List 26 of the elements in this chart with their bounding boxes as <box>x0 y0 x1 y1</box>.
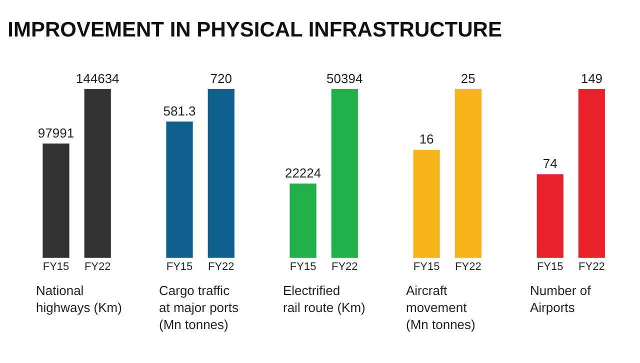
x-axis-title: National highways (Km) <box>36 283 122 315</box>
x-axis-title: Number of Airports <box>530 283 592 315</box>
x-axis-title: Aircraft movement (Mn tonnes) <box>406 283 476 332</box>
data-label: 25 <box>460 70 476 86</box>
x-axis-title: Cargo traffic at major ports (Mn tonnes) <box>159 283 239 332</box>
x-tick-label: FY15 <box>536 261 564 274</box>
data-label: 581.3 <box>163 103 196 118</box>
x-tick-label: FY22 <box>84 261 111 274</box>
data-label: 50394 <box>326 70 363 86</box>
data-label: 74 <box>542 156 558 171</box>
x-tick-label: FY22 <box>208 261 234 274</box>
x-axis-title: Electrified rail route (Km) <box>283 283 366 315</box>
x-tick-label: FY22 <box>578 261 605 274</box>
x-tick-label: FY22 <box>455 261 482 274</box>
data-label: 16 <box>419 132 434 147</box>
x-tick-label: FY15 <box>42 261 70 274</box>
x-tick-label: FY15 <box>290 261 316 274</box>
data-label: 22224 <box>284 165 322 180</box>
data-label: 149 <box>580 70 603 86</box>
x-tick-label: FY15 <box>413 261 440 274</box>
text: IMPROVEMENT IN PHYSICAL INFRASTRUCTURE <box>8 18 502 42</box>
x-tick-label: FY15 <box>166 261 193 274</box>
x-tick-label: FY22 <box>331 261 358 274</box>
data-label: 144634 <box>76 70 120 86</box>
data-label: 97991 <box>38 125 74 140</box>
data-label: 720 <box>210 70 232 86</box>
